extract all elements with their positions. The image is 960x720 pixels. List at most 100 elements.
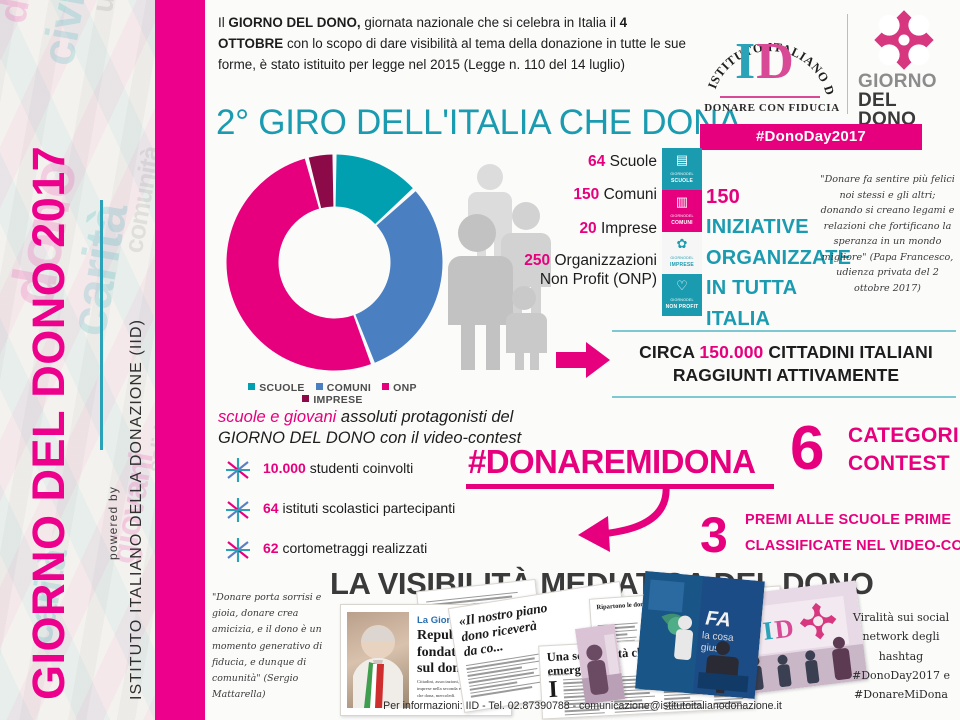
bank-building-icon: ▥ GIORNODEL COMUNI — [662, 190, 702, 232]
iid-tagline: DONARE CON FIDUCIA — [704, 102, 840, 114]
diamond-flower-icon — [874, 10, 934, 70]
bullet-text: 62 cortometraggi realizzati — [263, 540, 427, 556]
prizes-label-1: PREMI ALLE SCUOLE PRIME — [745, 512, 952, 528]
hashtag-ribbon: #DonoDay2017 — [700, 124, 922, 150]
asterisk-star-icon — [226, 458, 250, 482]
book-icon-glyph: ▤ — [675, 152, 689, 167]
stat-number: 20 — [579, 219, 597, 237]
donut-segment-comuni — [355, 191, 443, 363]
event-photo-left-image — [574, 623, 626, 705]
circa-suffix: CITTADINI ITALIANI — [763, 342, 933, 362]
legend-label: SCUOLE — [259, 382, 305, 394]
teal-rule-top — [612, 330, 956, 332]
giorno-del-dono-logo: GIORNO DEL DONO — [858, 10, 950, 130]
svg-text:D: D — [773, 613, 795, 644]
event-photo-left — [574, 623, 626, 705]
prizes-label-2: CLASSIFICATE NEL VIDEO-CONTEST — [745, 538, 960, 554]
legend-item-imprese: IMPRESE — [302, 394, 362, 406]
mattarella-quote-block: "Donare porta sorrisi e gioia, donare cr… — [212, 590, 332, 703]
stat-row: 150 Comuni — [452, 185, 657, 204]
bullet-label: istituti scolastici partecipanti — [278, 500, 456, 516]
intro-paragraph: Il GIORNO DEL DONO, giornata nazionale c… — [218, 12, 688, 76]
circa-prefix: CIRCA — [639, 342, 700, 362]
asterisk-star-icon — [226, 498, 250, 522]
stat-row: 20 Imprese — [452, 219, 657, 238]
bullet-number: 62 — [263, 540, 279, 556]
heart-icon: ♡ GIORNODEL NON PROFIT — [662, 274, 702, 316]
bullet-number: 10.000 — [263, 460, 306, 476]
iniziative-line2: ORGANIZZATE — [706, 246, 852, 269]
citizens-reached-block: CIRCA 150.000 CITTADINI ITALIANI RAGGIUN… — [616, 341, 956, 387]
legend-item-scuole: SCUOLE — [248, 382, 305, 394]
section-title-giro: 2° GIRO DELL'ITALIA CHE DONA — [216, 103, 742, 142]
powered-by-label: powered by — [106, 485, 120, 560]
legend-label: ONP — [393, 382, 417, 394]
tv-talkshow-image: FA la cosa giusta — [635, 570, 765, 700]
categories-label-2: CONTEST — [848, 452, 950, 475]
vertical-divider-line — [100, 200, 103, 450]
bullet-row: 10.000 studenti coinvolti — [225, 455, 525, 489]
iid-arc-text-icon: ISTITUTO ITALIANO DONAZIONE — [700, 8, 837, 97]
legend-swatch — [315, 383, 323, 390]
mattarella-quote-attribution: (Sergio Mattarella) — [212, 672, 299, 701]
arrow-right-icon — [556, 342, 610, 378]
donut-segment-imprese — [308, 154, 334, 209]
curved-arrow-icon — [578, 485, 670, 552]
legend-item-comuni: COMUNI — [315, 382, 371, 394]
legend-swatch — [248, 383, 256, 390]
page-title-vertical: GIORNO DEL DONO 2017 — [23, 145, 74, 700]
bullet-label: cortometraggi realizzati — [278, 540, 428, 556]
badge-line-1: GIORNODEL — [670, 172, 694, 176]
categories-label-1: CATEGORIE — [848, 424, 960, 447]
badge-line-1: GIORNODEL — [670, 214, 694, 218]
stat-number: 250 — [524, 252, 551, 270]
categories-count: 6 — [790, 414, 825, 483]
iniziative-word: INIZIATIVE — [706, 216, 809, 239]
gears-icon-glyph: ✿ — [676, 236, 688, 251]
bullet-number: 64 — [263, 500, 279, 516]
footer-contact: Per informazioni: IID - Tel. 02.87390788… — [383, 700, 782, 712]
badge-line-2: SCUOLE — [670, 178, 694, 184]
clipping-kicker: La Giornata — [417, 615, 470, 626]
badge-line-1: GIORNODEL — [670, 256, 694, 260]
gears-icon: ✿ GIORNODEL IMPRESE — [662, 232, 702, 274]
organization-name: ISTITUTO ITALIANO DELLA DONAZIONE (IID) — [128, 318, 145, 700]
iniziative-line3: IN TUTTA ITALIA — [706, 277, 797, 330]
badge-line-2: NON PROFIT — [665, 304, 699, 310]
iid-rule — [720, 96, 820, 98]
intro-bold-date: 4 OTTOBRE — [218, 15, 628, 52]
logo-group: ISTITUTO ITALIANO DONAZIONE ID DONARE CO… — [700, 6, 950, 151]
stat-label: Imprese — [596, 219, 657, 237]
stat-number: 150 — [573, 186, 600, 204]
mattarella-quote-text: "Donare porta sorrisi e gioia, donare cr… — [212, 592, 323, 684]
gdd-logo-line1: GIORNO — [858, 71, 937, 92]
logo-divider — [847, 14, 848, 114]
intro-text-2: giornata nazionale che si celebra in Ita… — [360, 15, 620, 30]
people-silhouettes-icon — [448, 164, 551, 370]
legend-swatch — [382, 383, 390, 390]
pope-quote-text: "Donare fa sentire più felici noi stessi… — [820, 174, 955, 263]
event-photo-talkshow: FA la cosa giusta — [635, 570, 765, 700]
iniziative-block: 150 INIZIATIVE ORGANIZZATE IN TUTTA ITAL… — [706, 182, 851, 334]
iid-logo: ISTITUTO ITALIANO DONAZIONE ID DONARE CO… — [700, 8, 840, 118]
legend-swatch — [302, 395, 310, 402]
virality-note: Viralità sui social network degli hashta… — [852, 611, 950, 701]
contest-hashtag: #DONAREMIDONA — [468, 443, 756, 480]
iid-letter-d: D — [756, 33, 795, 90]
badge-line-1: GIORNODEL — [670, 298, 694, 302]
stat-row: 250 Organizzazioni Non Profit (ONP) — [452, 252, 657, 290]
legend-label: IMPRESE — [313, 394, 363, 406]
schools-bullet-list: 10.000 studenti coinvolti 64 istituti sco… — [225, 455, 525, 575]
schools-highlight-text: scuole e giovani assoluti protagonisti d… — [218, 407, 548, 449]
bullet-row: 64 istituti scolastici partecipanti — [225, 495, 525, 529]
pope-quote-block: "Donare fa sentire più felici noi stessi… — [820, 172, 955, 296]
bullet-text: 64 istituti scolastici partecipanti — [263, 500, 455, 516]
category-badge-column: ▤ GIORNODEL SCUOLE ▥ GIORNODEL COMUNI ✿ GIORNOD… — [662, 148, 702, 316]
donut-chart — [222, 150, 447, 375]
heart-icon-glyph: ♡ — [676, 278, 688, 293]
svg-text:I: I — [761, 616, 775, 646]
pope-quote-attribution: (Papa Francesco, udienza privata del 2 o… — [836, 251, 954, 294]
clipping-portrait-icon — [353, 625, 403, 708]
bullet-text: 10.000 studenti coinvolti — [263, 460, 413, 476]
